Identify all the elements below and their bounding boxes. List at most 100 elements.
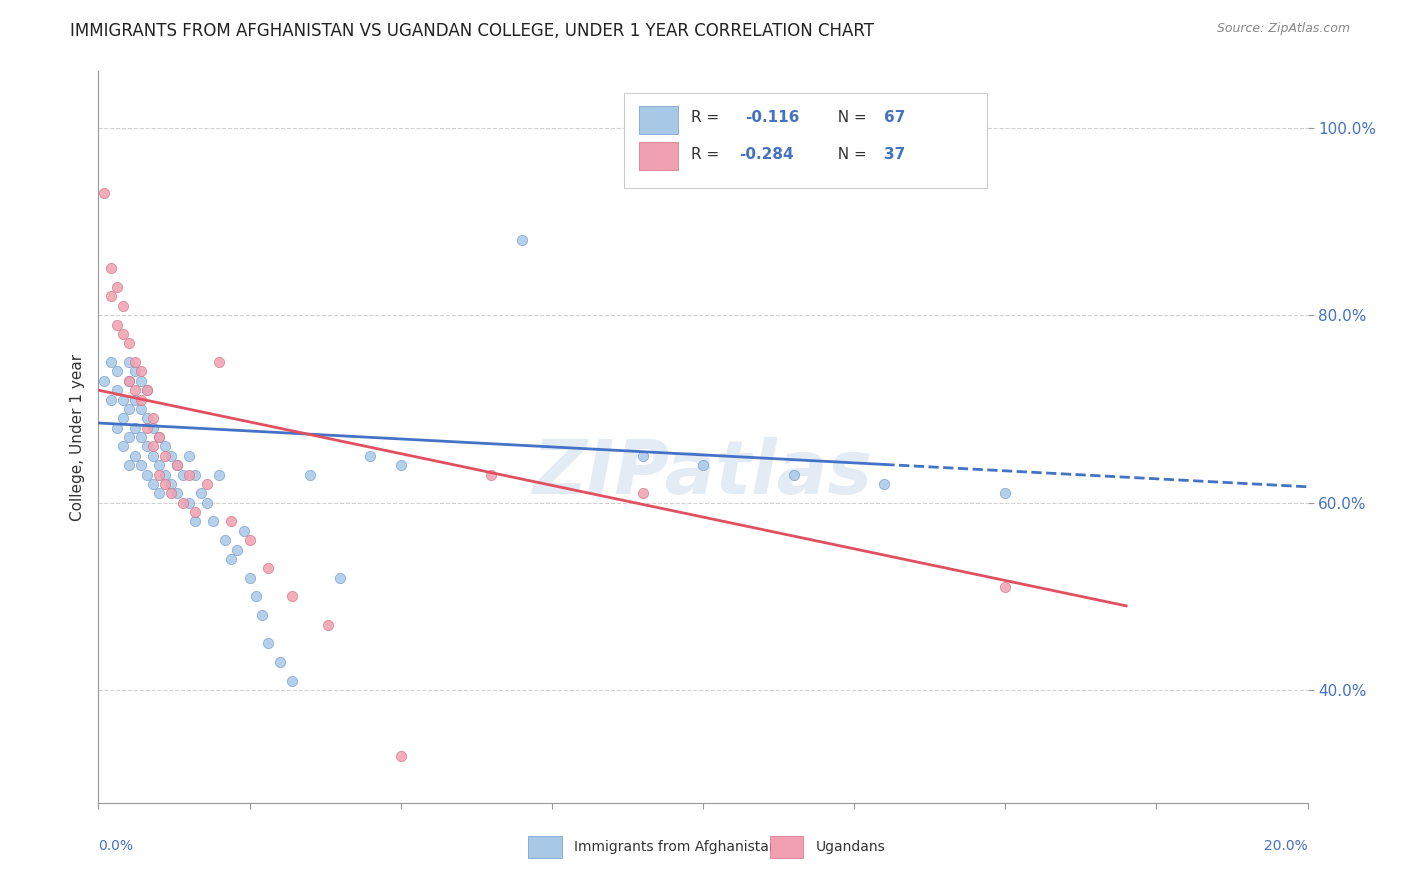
Point	[129, 374, 152, 388]
Point	[148, 486, 170, 500]
Point	[179, 449, 201, 463]
Point	[256, 561, 278, 575]
Point	[184, 515, 207, 529]
Point	[124, 449, 146, 463]
Point	[93, 186, 115, 201]
Text: 67: 67	[884, 110, 905, 125]
Point	[153, 440, 176, 454]
Text: 20.0%: 20.0%	[1264, 839, 1308, 854]
Point	[118, 374, 141, 388]
Point	[135, 467, 157, 482]
Point	[208, 467, 231, 482]
Point	[256, 636, 278, 650]
Point	[153, 477, 176, 491]
Point	[281, 590, 304, 604]
Point	[135, 383, 157, 397]
Point	[129, 458, 152, 473]
Point	[111, 392, 134, 407]
Text: IMMIGRANTS FROM AFGHANISTAN VS UGANDAN COLLEGE, UNDER 1 YEAR CORRELATION CHART: IMMIGRANTS FROM AFGHANISTAN VS UGANDAN C…	[70, 22, 875, 40]
Point	[389, 458, 412, 473]
Point	[166, 458, 188, 473]
Bar	[624, 94, 987, 188]
Point	[100, 355, 122, 369]
Bar	[638, 106, 678, 134]
Point	[389, 748, 412, 763]
Point	[481, 467, 503, 482]
Bar	[638, 143, 678, 170]
Point	[148, 430, 170, 444]
Point	[100, 392, 122, 407]
Point	[118, 458, 141, 473]
Point	[202, 515, 225, 529]
Point	[166, 458, 188, 473]
Point	[239, 533, 262, 548]
Point	[221, 515, 243, 529]
Point	[232, 524, 254, 538]
Point	[142, 411, 165, 425]
Text: Source: ZipAtlas.com: Source: ZipAtlas.com	[1216, 22, 1350, 36]
Bar	[769, 836, 803, 858]
Point	[135, 411, 157, 425]
Point	[153, 467, 176, 482]
Point	[226, 542, 249, 557]
Point	[118, 336, 141, 351]
Point	[190, 486, 212, 500]
Point	[153, 449, 176, 463]
Point	[118, 430, 141, 444]
Point	[783, 467, 806, 482]
Point	[124, 364, 146, 378]
Point	[250, 608, 273, 623]
Point	[105, 364, 128, 378]
Point	[239, 571, 262, 585]
Point	[129, 364, 152, 378]
Point	[316, 617, 339, 632]
Bar	[527, 836, 561, 858]
Point	[692, 458, 714, 473]
Point	[994, 580, 1017, 594]
Point	[142, 440, 165, 454]
Point	[148, 430, 170, 444]
Point	[160, 477, 183, 491]
Point	[329, 571, 352, 585]
Text: R =: R =	[690, 146, 724, 161]
Text: N =: N =	[828, 146, 872, 161]
Point	[135, 420, 157, 434]
Text: ZIPatlas: ZIPatlas	[533, 437, 873, 510]
Point	[142, 420, 165, 434]
Point	[179, 496, 201, 510]
Point	[142, 449, 165, 463]
Point	[129, 392, 152, 407]
Y-axis label: College, Under 1 year: College, Under 1 year	[69, 353, 84, 521]
Text: -0.284: -0.284	[740, 146, 794, 161]
Point	[111, 411, 134, 425]
Point	[105, 420, 128, 434]
Point	[135, 440, 157, 454]
Point	[299, 467, 322, 482]
Point	[184, 467, 207, 482]
Point	[111, 299, 134, 313]
Point	[100, 289, 122, 303]
Point	[111, 326, 134, 341]
Point	[195, 496, 218, 510]
Point	[631, 486, 654, 500]
Text: R =: R =	[690, 110, 728, 125]
Point	[118, 401, 141, 416]
Point	[111, 440, 134, 454]
Text: 37: 37	[884, 146, 905, 161]
Point	[124, 392, 146, 407]
Point	[129, 401, 152, 416]
Point	[172, 467, 194, 482]
Point	[631, 449, 654, 463]
Point	[269, 655, 291, 669]
Point	[135, 383, 157, 397]
Point	[124, 420, 146, 434]
Point	[118, 355, 141, 369]
Point	[873, 477, 896, 491]
Point	[994, 486, 1017, 500]
Point	[93, 374, 115, 388]
Point	[208, 355, 231, 369]
Point	[129, 430, 152, 444]
Point	[105, 318, 128, 332]
Point	[105, 383, 128, 397]
Point	[118, 374, 141, 388]
